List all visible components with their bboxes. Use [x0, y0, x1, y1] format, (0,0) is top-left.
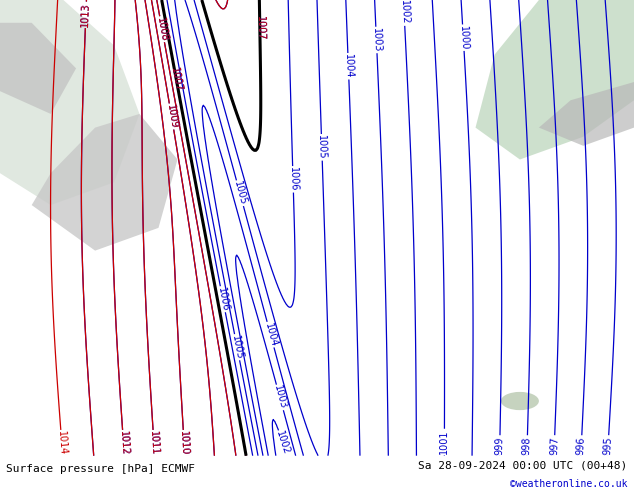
Text: 1008: 1008	[155, 16, 169, 42]
Text: 1004: 1004	[343, 54, 354, 79]
Text: 1006: 1006	[216, 286, 230, 312]
Text: 1010: 1010	[178, 431, 190, 456]
Polygon shape	[0, 0, 139, 205]
Ellipse shape	[501, 392, 539, 410]
Text: 1010: 1010	[178, 431, 190, 456]
Text: 1014: 1014	[56, 431, 68, 456]
Text: 1009: 1009	[165, 103, 179, 129]
Text: 1001: 1001	[439, 430, 450, 454]
Text: 1004: 1004	[262, 321, 278, 348]
Text: 999: 999	[495, 436, 505, 455]
Text: 1013: 1013	[81, 2, 91, 27]
Text: ©weatheronline.co.uk: ©weatheronline.co.uk	[510, 479, 628, 489]
Text: 1005: 1005	[232, 180, 248, 206]
Polygon shape	[0, 23, 76, 114]
Text: 1006: 1006	[288, 167, 299, 192]
Text: 1009: 1009	[165, 103, 179, 129]
Text: 1002: 1002	[399, 0, 410, 25]
Text: Surface pressure [hPa] ECMWF: Surface pressure [hPa] ECMWF	[6, 465, 195, 474]
Text: 1011: 1011	[148, 431, 160, 456]
Text: 1005: 1005	[316, 135, 327, 160]
Text: 1007: 1007	[169, 67, 183, 93]
Polygon shape	[476, 0, 634, 160]
Text: 998: 998	[522, 436, 533, 455]
Text: 1002: 1002	[275, 430, 292, 456]
Text: 995: 995	[602, 436, 614, 455]
Text: 1007: 1007	[255, 16, 265, 41]
Text: 1005: 1005	[230, 334, 244, 360]
Text: 1012: 1012	[118, 431, 129, 456]
Text: 996: 996	[576, 436, 586, 455]
Text: 997: 997	[549, 436, 560, 455]
Text: 1003: 1003	[272, 384, 288, 411]
Polygon shape	[32, 114, 178, 251]
Text: 1007: 1007	[169, 67, 183, 93]
Polygon shape	[539, 82, 634, 146]
Text: 1000: 1000	[458, 25, 469, 50]
Text: 1012: 1012	[118, 431, 129, 456]
Text: Sa 28-09-2024 00:00 UTC (00+48): Sa 28-09-2024 00:00 UTC (00+48)	[418, 460, 628, 470]
Text: 1008: 1008	[155, 16, 169, 42]
Text: 1013: 1013	[81, 2, 91, 27]
Text: 1003: 1003	[371, 27, 382, 52]
Text: 1007: 1007	[255, 16, 265, 41]
Text: 1011: 1011	[148, 431, 160, 456]
